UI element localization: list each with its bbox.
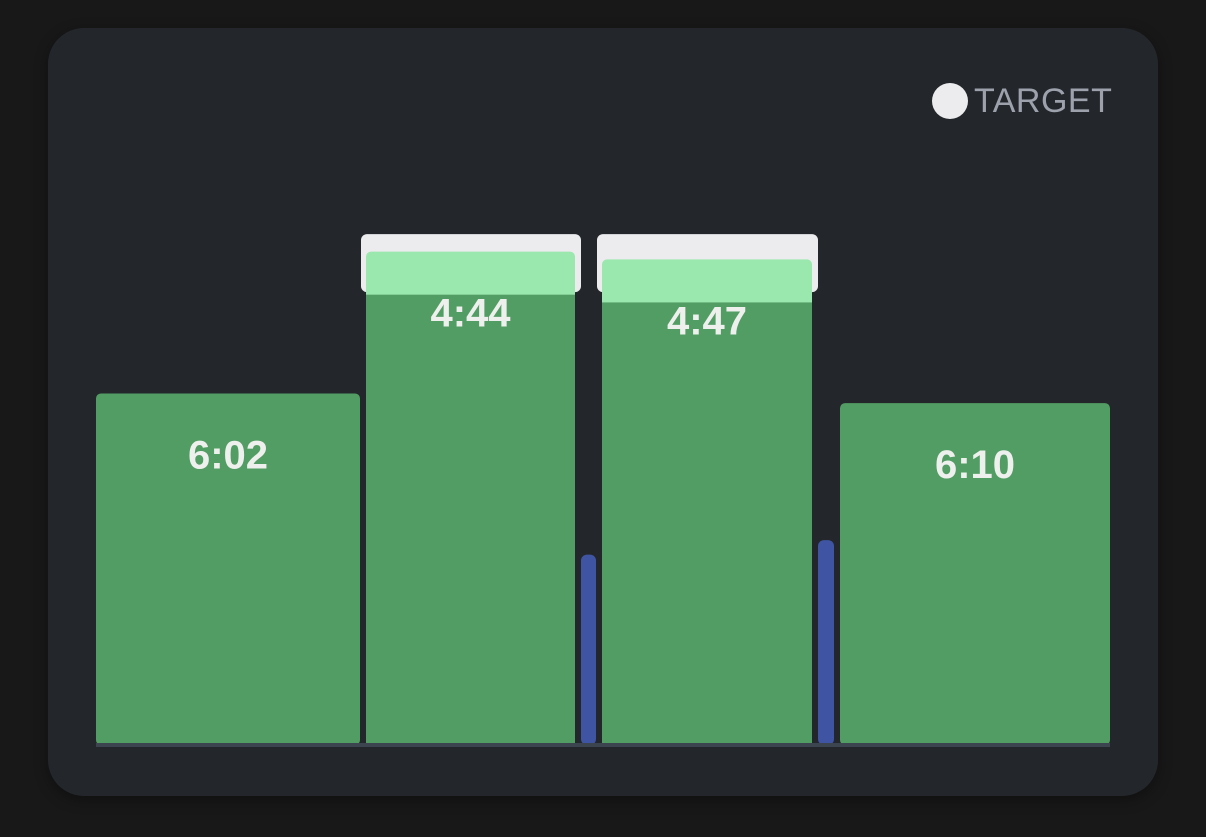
separator-bar [818, 540, 834, 745]
target-legend-icon [932, 83, 968, 119]
bar-value-label: 4:44 [430, 292, 511, 336]
bar [602, 302, 812, 745]
legend: TARGET [932, 82, 1112, 120]
baseline [96, 743, 1110, 747]
separator-bar [581, 554, 596, 745]
bar [840, 403, 1110, 745]
bar [96, 393, 360, 745]
bar-value-label: 4:47 [667, 299, 747, 343]
legend-label: TARGET [974, 81, 1113, 120]
bar-value-label: 6:02 [188, 433, 268, 477]
bar-value-label: 6:10 [935, 443, 1015, 487]
bar [366, 294, 575, 745]
